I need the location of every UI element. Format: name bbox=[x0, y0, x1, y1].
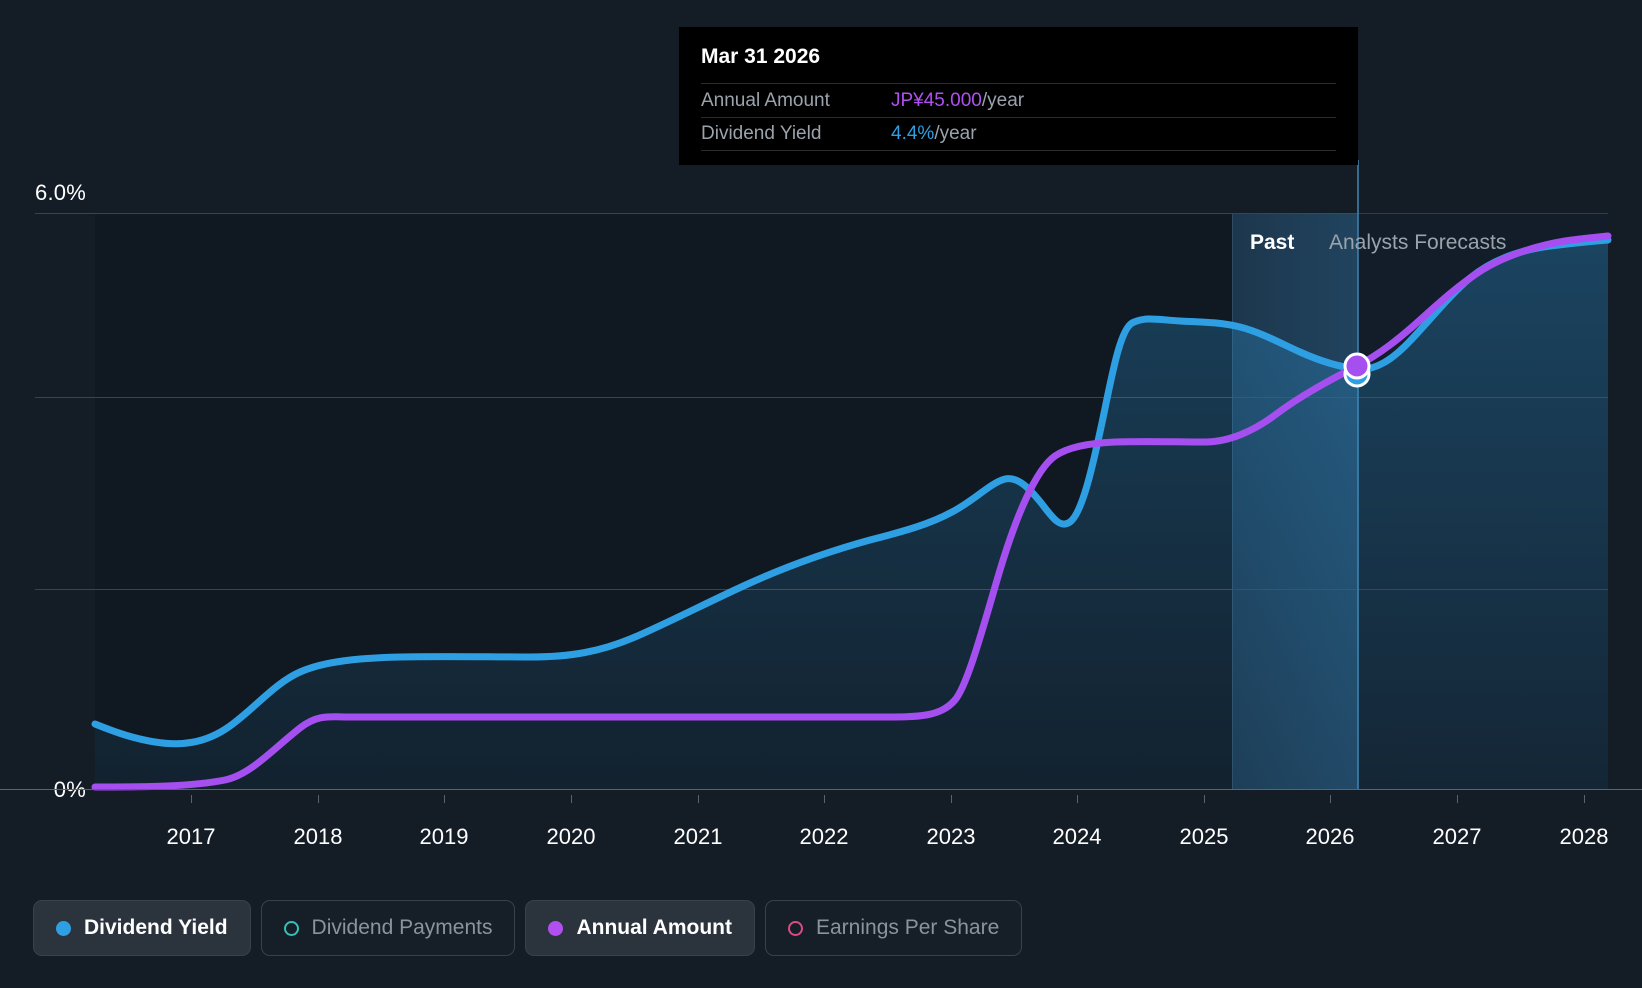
x-tick-2018: 2018 bbox=[293, 824, 343, 849]
dividend-payments-ring-icon bbox=[283, 920, 299, 936]
past-band bbox=[1232, 213, 1358, 789]
tooltip-row-dividend-yield: Dividend Yield 4.4%/year bbox=[701, 117, 1336, 151]
earnings-per-share-ring-icon bbox=[788, 920, 803, 936]
legend-item-annual-amount[interactable]: Annual Amount bbox=[525, 900, 755, 956]
tooltip-value-annual-amount-suffix: /year bbox=[981, 89, 1025, 111]
x-axis-baseline bbox=[0, 789, 1642, 790]
x-tick-2017: 2017 bbox=[166, 824, 216, 849]
forecast-band bbox=[1358, 213, 1608, 789]
x-tick-2023: 2023 bbox=[926, 824, 976, 849]
tooltip-row-annual-amount: Annual Amount JP¥45.000/year bbox=[701, 83, 1336, 117]
legend-item-dividend-yield[interactable]: Dividend Yield bbox=[33, 900, 251, 956]
tooltip-value-annual-amount: JP¥45.000/year bbox=[891, 90, 1024, 112]
x-tick-2022: 2022 bbox=[799, 824, 849, 849]
x-tick-2027: 2027 bbox=[1432, 824, 1482, 849]
y-tick-top: 6.0% bbox=[35, 180, 86, 205]
past-label: Past bbox=[1250, 231, 1295, 254]
legend-label-annual-amount: Annual Amount bbox=[576, 916, 732, 939]
legend-label-dividend-payments: Dividend Payments bbox=[311, 916, 493, 939]
x-tick-2026: 2026 bbox=[1305, 824, 1355, 849]
tooltip-key-annual-amount: Annual Amount bbox=[701, 89, 830, 111]
x-tick-2028: 2028 bbox=[1559, 824, 1609, 849]
legend-label-dividend-yield: Dividend Yield bbox=[84, 916, 228, 939]
legend-item-dividend-payments[interactable]: Dividend Payments bbox=[260, 900, 516, 956]
legend: Dividend Yield Dividend Payments Annual … bbox=[33, 900, 1023, 956]
tooltip-title: Mar 31 2026 bbox=[701, 45, 821, 68]
x-axis: 2017 2018 2019 2020 2021 2022 2023 2024 … bbox=[0, 795, 1642, 855]
x-tick-2024: 2024 bbox=[1052, 824, 1102, 849]
x-tick-2025: 2025 bbox=[1179, 824, 1229, 849]
legend-label-earnings-per-share: Earnings Per Share bbox=[816, 916, 1000, 939]
dividend-yield-dot-icon bbox=[56, 920, 71, 936]
tooltip-key-dividend-yield: Dividend Yield bbox=[701, 123, 822, 144]
tooltip-value-annual-amount-highlight: JP¥45.000 bbox=[891, 89, 982, 111]
x-tick-2021: 2021 bbox=[673, 824, 723, 849]
tooltip-value-dividend-yield-suffix: /year bbox=[934, 123, 977, 144]
tooltip-value-dividend-yield-highlight: 4.4% bbox=[891, 123, 935, 144]
x-tick-2019: 2019 bbox=[419, 824, 469, 849]
tooltip: Mar 31 2026 Annual Amount JP¥45.000/year… bbox=[679, 27, 1358, 165]
band-divider-left bbox=[1232, 213, 1233, 789]
forecast-label: Analysts Forecasts bbox=[1329, 231, 1507, 254]
x-tick-2020: 2020 bbox=[546, 824, 596, 849]
legend-item-earnings-per-share[interactable]: Earnings Per Share bbox=[765, 900, 1023, 956]
annual-amount-dot-icon bbox=[548, 920, 564, 936]
gridline-6pct bbox=[35, 213, 1608, 214]
tooltip-value-dividend-yield: 4.4%/year bbox=[891, 123, 977, 145]
